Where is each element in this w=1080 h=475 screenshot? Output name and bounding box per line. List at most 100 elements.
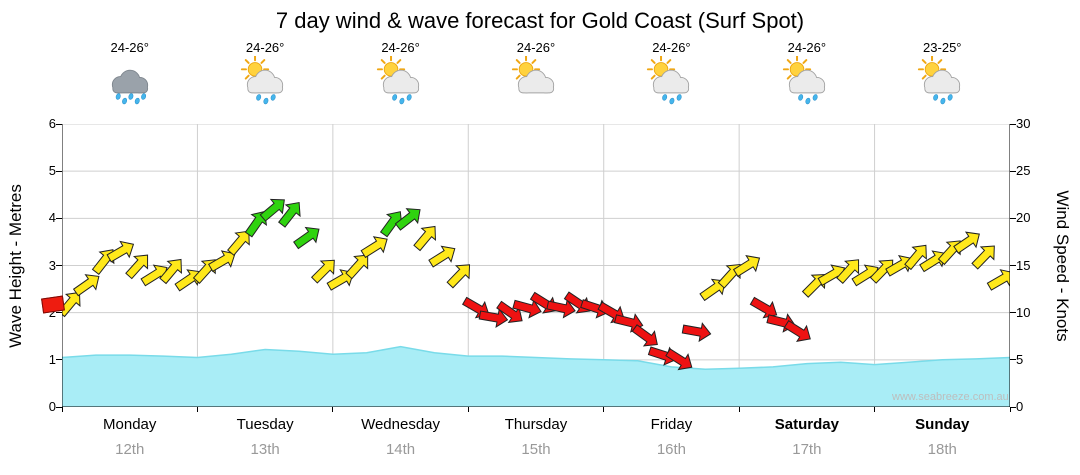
wind-arrow [125,254,149,280]
date-label: 18th [927,441,957,458]
wind-arrow [413,225,437,252]
day-header-monday: 24-26° [62,40,197,113]
wind-arrow [836,259,860,284]
left-tick [56,170,62,172]
wind-arrow [428,245,456,268]
bottom-tick [196,407,198,412]
day-label: Saturday [774,416,839,433]
wind-arrow [919,250,947,273]
watermark: www.seabreeze.com.au [892,391,1009,403]
wind-arrow [732,255,761,278]
right-tick-label: 0 [1016,399,1024,414]
wind-arrow [665,348,693,371]
day-label: Wednesday [361,416,441,433]
wind-arrow [953,231,980,254]
day-header-saturday: 24-26° [739,40,874,113]
day-label: Tuesday [236,416,294,433]
right-tick-label: 15 [1016,257,1031,273]
plot-svg [62,124,1010,407]
right-tick [1010,312,1016,314]
right-tick-label: 25 [1016,163,1031,179]
temperature-label: 24-26° [245,40,285,55]
left-tick [56,123,62,125]
wind-arrow [91,249,115,275]
wind-arrow [310,259,335,284]
wind-arrow [207,250,236,272]
wind-arrow [174,269,202,292]
day-header-friday: 24-26° [604,40,739,113]
wave-height-line [62,345,1010,371]
weather-icon-sun-showers [782,55,825,105]
temperature-label: 23-25° [923,40,962,55]
wind-arrow [227,230,250,256]
left-tick-label: 5 [48,163,56,179]
day-label: Friday [650,416,693,433]
weather-icon-partly-cloudy [511,55,555,94]
current-wind-marker [41,295,65,314]
day-header-wednesday: 24-26° [333,40,468,113]
temperature-label: 24-26° [787,40,827,55]
wind-arrow [394,208,421,231]
right-tick-label: 20 [1016,210,1031,226]
wind-arrow [885,254,913,277]
right-tick [1010,359,1016,361]
date-label: 14th [385,441,416,458]
bottom-tick [738,407,740,412]
right-tick [1010,406,1016,408]
left-tick-label: 4 [48,210,56,226]
left-tick [56,359,62,361]
bottom-tick [61,407,63,412]
day-header-sunday: 23-25° [875,40,1010,113]
right-tick [1010,217,1016,219]
right-tick [1010,123,1016,125]
wind-arrow [446,264,471,289]
date-label: 13th [250,441,280,458]
left-tick-label: 0 [48,399,56,414]
temperature-label: 24-26° [652,40,691,55]
date-label: 15th [521,441,551,458]
wind-arrow [326,269,355,291]
wind-arrow [631,324,658,347]
day-header-thursday: 24-26° [468,40,603,113]
left-tick [56,265,62,266]
weather-icon-rain [111,69,148,105]
wind-arrow [681,322,712,343]
temperature-label: 24-26° [516,40,556,55]
wind-arrow [72,274,100,297]
wind-arrow [106,240,135,263]
date-label: 12th [115,441,145,458]
left-tick [56,217,62,219]
day-label: Sunday [915,416,970,433]
wind-arrow [783,319,811,342]
right-tick [1010,170,1016,172]
wind-arrow [259,198,285,222]
right-tick [1010,265,1016,266]
left-axis-title: Wave Height - Metres [6,184,25,348]
right-tick-label: 5 [1016,351,1024,367]
day-header-tuesday: 24-26° [197,40,332,113]
date-label: 16th [656,441,687,458]
wave-height-area [62,346,1010,407]
page-title: 7 day wind & wave forecast for Gold Coas… [275,8,805,33]
wind-arrow [749,296,778,319]
wind-arrow [904,244,927,271]
wind-arrow [159,258,183,285]
temperature-label: 24-26° [110,40,149,55]
left-tick [56,312,62,314]
day-label: Monday [103,416,157,433]
left-tick-label: 1 [48,351,56,367]
wind-arrow [345,254,369,280]
wind-arrow [986,269,1010,291]
bottom-tick [874,407,876,412]
day-label: Thursday [504,416,568,433]
left-tick-label: 3 [48,257,56,273]
wind-arrow [244,210,267,238]
right-tick-label: 10 [1016,304,1031,320]
bottom-tick [603,407,605,412]
weather-icon-sun-showers [918,55,961,105]
weather-icon-sun-showers [376,55,419,105]
left-tick [56,406,62,408]
date-label: 17th [792,441,822,458]
right-tick-label: 30 [1016,116,1031,131]
